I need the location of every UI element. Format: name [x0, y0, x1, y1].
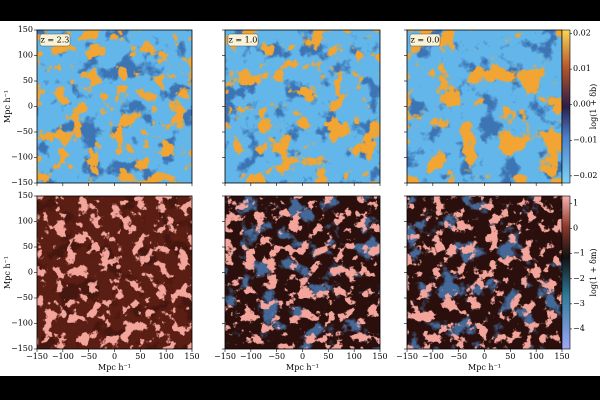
- x-tick-label: 50: [505, 352, 515, 361]
- panel-texture: [37, 196, 192, 349]
- x-tick-label: −50: [450, 352, 467, 361]
- colorbar-tick-label: 0.02: [573, 29, 591, 38]
- x-tick-label: −100: [422, 352, 444, 361]
- x-tick-label: −50: [268, 352, 285, 361]
- y-tick-label: 0: [28, 102, 33, 111]
- y-tick-label: −100: [11, 153, 33, 162]
- y-tick-label: 100: [18, 51, 33, 60]
- y-tick-label: 0: [28, 268, 33, 277]
- x-tick-label: −50: [80, 352, 97, 361]
- x-axis-label: Mpc h⁻¹: [468, 363, 501, 372]
- x-tick-label: 150: [554, 352, 569, 361]
- x-tick-label: 0: [112, 352, 117, 361]
- x-tick-label: −150: [214, 352, 236, 361]
- x-tick-label: 50: [323, 352, 333, 361]
- panel-label-box: [39, 33, 71, 47]
- panel-texture: [225, 196, 380, 349]
- y-tick-label: −50: [16, 293, 33, 302]
- x-tick-label: −150: [26, 352, 48, 361]
- x-axis-label: Mpc h⁻¹: [98, 363, 131, 372]
- colorbar: [561, 195, 571, 350]
- colorbar-tick-label: −4: [573, 324, 585, 333]
- x-tick-label: 100: [529, 352, 544, 361]
- x-tick-label: 150: [184, 352, 199, 361]
- panel-texture: [225, 30, 380, 183]
- panel-label-box: [227, 33, 259, 47]
- panel-label: z = 1.0: [229, 36, 258, 45]
- bottom-bar: [0, 376, 600, 400]
- panel-label: z = 0.0: [411, 36, 440, 45]
- colorbar-tick-label: −3: [573, 299, 585, 308]
- x-tick-label: −150: [396, 352, 418, 361]
- colorbar-tick-label: 0: [573, 224, 578, 233]
- x-tick-label: 50: [135, 352, 145, 361]
- y-tick-label: −150: [11, 344, 33, 353]
- y-tick-label: −150: [11, 178, 33, 187]
- x-tick-label: 150: [372, 352, 387, 361]
- y-tick-label: −100: [11, 319, 33, 328]
- x-tick-label: 0: [482, 352, 487, 361]
- panel-texture: [37, 30, 192, 183]
- colorbar-label: log(1 + δm): [589, 248, 598, 296]
- colorbar-tick-label: −1: [573, 249, 585, 258]
- x-tick-label: −100: [52, 352, 74, 361]
- y-tick-label: −50: [16, 127, 33, 136]
- y-tick-label: 50: [23, 76, 33, 85]
- colorbar-tick-label: −2: [573, 274, 585, 283]
- colorbar-tick-label: 0.00: [573, 100, 591, 109]
- colorbar-tick-label: −0.01: [573, 135, 598, 144]
- x-tick-label: −100: [240, 352, 262, 361]
- y-tick-label: 150: [18, 25, 33, 34]
- x-tick-label: 100: [347, 352, 362, 361]
- y-tick-label: 150: [18, 191, 33, 200]
- y-tick-label: 50: [23, 242, 33, 251]
- y-axis-label: Mpc h⁻¹: [3, 90, 12, 123]
- colorbar: [561, 29, 571, 184]
- panel-texture: [407, 30, 562, 183]
- y-axis-label: Mpc h⁻¹: [3, 256, 12, 289]
- panel-label-box: [409, 33, 441, 47]
- x-tick-label: 0: [300, 352, 305, 361]
- y-tick-label: 100: [18, 217, 33, 226]
- colorbar-tick-label: 0.01: [573, 64, 591, 73]
- top-bar: [0, 0, 600, 21]
- colorbar-tick-label: −0.02: [573, 171, 598, 180]
- colorbar-label: log(1 + δb): [589, 84, 598, 130]
- x-axis-label: Mpc h⁻¹: [286, 363, 319, 372]
- panel-texture: [407, 196, 562, 349]
- colorbar-tick-label: 1: [573, 199, 578, 208]
- x-tick-label: 100: [159, 352, 174, 361]
- panel-label: z = 2.3: [41, 36, 70, 45]
